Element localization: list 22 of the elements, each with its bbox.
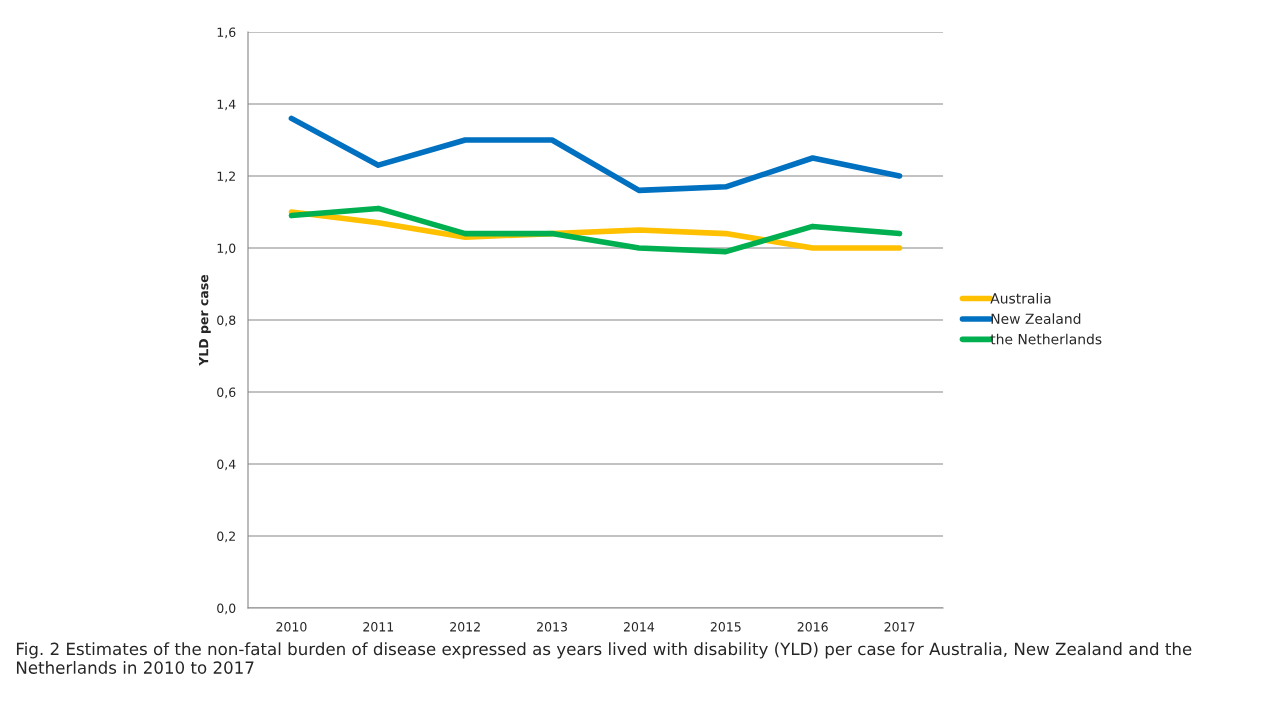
y-tick-label: 0,2 [217, 531, 235, 543]
x-tick-label: 2010 [276, 622, 307, 632]
x-tick-label: 2015 [710, 622, 741, 632]
y-tick-label: 1,0 [217, 243, 236, 255]
y-tick-label: 0,0 [217, 603, 236, 615]
y-tick-label: 0,4 [217, 459, 236, 471]
y-axis-title: YLD per case [199, 274, 211, 366]
y-tick-label: 1,4 [217, 99, 236, 111]
y-tick-label: 0,6 [217, 387, 236, 399]
legend-label: the Netherlands [990, 333, 1102, 345]
x-tick-label: 2014 [623, 622, 655, 632]
x-tick-label: 2012 [450, 622, 480, 632]
x-tick-label: 2013 [537, 622, 567, 632]
legend-label: Australia [990, 292, 1051, 304]
y-tick-label: 0,8 [217, 315, 236, 327]
x-tick-label: 2011 [363, 622, 394, 632]
legend-label: New Zealand [991, 313, 1081, 325]
y-tick-label: 1,2 [217, 171, 235, 183]
y-tick-label: 1,6 [217, 27, 236, 39]
x-tick-label: 2017 [884, 622, 915, 632]
x-tick-label: 2016 [797, 622, 828, 632]
caption: Fig. 2 Estimates of the non-fatal burden of disease expressed as years lived with disability (YLD) per case for Australia, New Zealand and the Netherlands in 2010 to 2017 [16, 642, 1192, 674]
